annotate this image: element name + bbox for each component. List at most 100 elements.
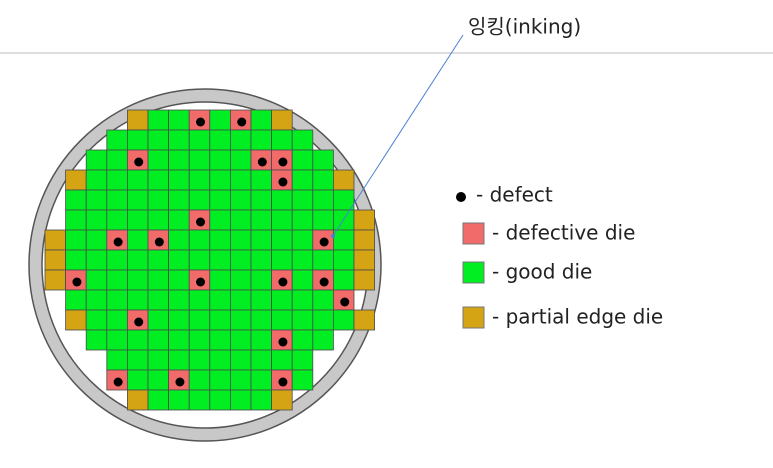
good-die	[250, 229, 273, 251]
good-die	[209, 209, 231, 231]
good-die	[106, 129, 128, 151]
good-die	[147, 189, 170, 211]
defect	[278, 337, 288, 347]
good-die	[209, 229, 231, 251]
legend-dot	[456, 192, 466, 202]
good-die	[147, 309, 170, 331]
defect	[340, 297, 350, 307]
legend-swatch	[462, 222, 485, 245]
good-die	[250, 349, 273, 371]
good-die	[127, 229, 149, 251]
defect	[113, 237, 123, 247]
good-die	[127, 189, 149, 211]
good-die	[106, 269, 128, 291]
good-die	[291, 209, 314, 231]
good-die	[65, 249, 87, 271]
good-die	[250, 309, 273, 331]
legend-swatch	[462, 306, 485, 329]
good-die	[229, 189, 252, 211]
partial-edge-die	[332, 169, 355, 191]
good-die	[312, 249, 334, 271]
good-die	[291, 129, 314, 151]
good-die	[85, 309, 108, 331]
good-die	[209, 329, 231, 351]
good-die	[209, 389, 231, 411]
good-die	[332, 229, 355, 251]
good-die	[229, 209, 252, 231]
good-die	[209, 349, 231, 371]
partial-edge-die	[44, 249, 67, 271]
good-die	[65, 189, 87, 211]
good-die	[291, 169, 314, 191]
defect	[237, 117, 247, 127]
good-die	[209, 249, 231, 271]
partial-edge-die	[353, 249, 376, 271]
good-die	[188, 189, 211, 211]
good-die	[106, 309, 128, 331]
good-die	[250, 209, 273, 231]
good-die	[188, 309, 211, 331]
good-die	[312, 169, 334, 191]
good-die	[168, 269, 190, 291]
defect	[196, 277, 206, 287]
good-die	[147, 149, 170, 171]
defect	[319, 277, 329, 287]
good-die	[168, 209, 190, 231]
good-die	[168, 109, 190, 131]
partial-edge-die	[44, 229, 67, 251]
good-die	[168, 229, 190, 251]
good-die	[312, 309, 334, 331]
good-die	[332, 309, 355, 331]
good-die	[188, 329, 211, 351]
die-grid	[44, 109, 376, 411]
good-die	[332, 249, 355, 271]
good-die	[291, 289, 314, 311]
good-die	[85, 289, 108, 311]
partial-edge-die	[44, 269, 67, 291]
leader-end	[331, 234, 335, 238]
good-die	[106, 189, 128, 211]
good-die	[229, 289, 252, 311]
good-die	[291, 369, 314, 391]
good-die	[168, 169, 190, 191]
partial-edge-die	[271, 109, 293, 131]
good-die	[127, 169, 149, 191]
good-die	[168, 349, 190, 371]
good-die	[106, 169, 128, 191]
defect	[278, 157, 288, 167]
good-die	[229, 169, 252, 191]
legend-label: - partial edge die	[492, 305, 663, 329]
good-die	[271, 349, 293, 371]
good-die	[209, 309, 231, 331]
good-die	[85, 269, 108, 291]
good-die	[188, 249, 211, 271]
good-die	[147, 289, 170, 311]
good-die	[291, 149, 314, 171]
partial-edge-die	[353, 209, 376, 231]
partial-edge-die	[127, 109, 149, 131]
good-die	[250, 109, 273, 131]
good-die	[168, 149, 190, 171]
good-die	[85, 249, 108, 271]
good-die	[332, 189, 355, 211]
defect	[72, 277, 82, 287]
good-die	[168, 389, 190, 411]
good-die	[209, 189, 231, 211]
good-die	[106, 149, 128, 171]
good-die	[127, 369, 149, 391]
good-die	[229, 349, 252, 371]
good-die	[229, 369, 252, 391]
good-die	[250, 389, 273, 411]
good-die	[188, 129, 211, 151]
defect	[319, 237, 329, 247]
good-die	[168, 129, 190, 151]
good-die	[85, 209, 108, 231]
good-die	[271, 209, 293, 231]
good-die	[312, 329, 334, 351]
good-die	[271, 249, 293, 271]
good-die	[312, 149, 334, 171]
good-die	[127, 349, 149, 371]
good-die	[188, 149, 211, 171]
good-die	[229, 309, 252, 331]
